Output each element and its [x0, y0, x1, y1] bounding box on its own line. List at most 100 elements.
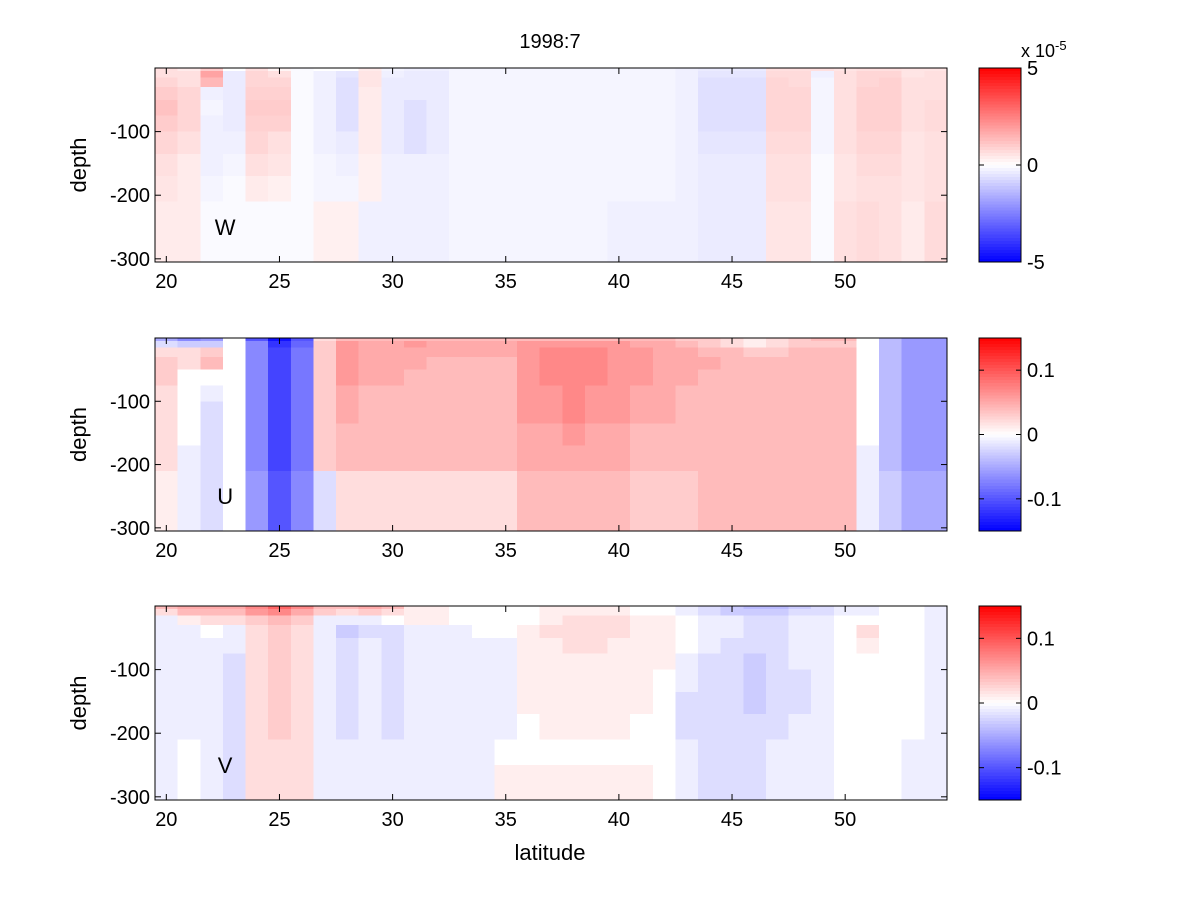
heatmap-cell	[471, 87, 496, 101]
heatmap-cell	[245, 637, 269, 655]
heatmap-cell	[788, 176, 812, 203]
colorbar-step	[979, 515, 1021, 520]
colorbar-step	[979, 92, 1021, 96]
heatmap-cell	[200, 669, 224, 693]
heatmap-cell	[675, 347, 699, 358]
heatmap-cell	[494, 765, 518, 801]
heatmap-cell	[788, 71, 812, 79]
heatmap-cell	[765, 669, 790, 693]
heatmap-cell	[471, 714, 496, 741]
heatmap-cell	[901, 445, 925, 472]
heatmap-cell	[177, 338, 201, 342]
heatmap-cell	[901, 356, 925, 371]
heatmap-cell	[539, 338, 563, 342]
colorbar-step	[979, 347, 1021, 351]
heatmap-cell	[200, 496, 224, 532]
colorbar-step	[979, 663, 1021, 668]
heatmap-cell	[268, 77, 292, 88]
heatmap-cell	[630, 606, 654, 610]
heatmap-cell	[765, 71, 790, 79]
colorbar-step	[979, 754, 1021, 759]
heatmap-cell	[788, 669, 812, 693]
heatmap-cell	[426, 739, 450, 766]
heatmap-cell	[268, 347, 292, 358]
x-tick-label: 35	[495, 809, 517, 831]
heatmap-cell	[743, 445, 767, 472]
heatmap-cell	[358, 653, 382, 671]
heatmap-cell	[584, 739, 609, 766]
heatmap-cell	[788, 87, 812, 101]
heatmap-cell	[879, 71, 903, 79]
heatmap-cell	[403, 385, 428, 402]
heatmap-cell	[811, 423, 835, 447]
x-tick-label: 20	[155, 271, 177, 293]
colorbar-step	[979, 455, 1021, 460]
heatmap-cell	[200, 99, 224, 117]
heatmap-cell	[675, 338, 699, 342]
heatmap-cell	[449, 201, 473, 228]
heatmap-cell	[245, 338, 269, 342]
colorbar-step	[979, 482, 1021, 487]
heatmap-cell	[426, 99, 450, 117]
heatmap-cell	[811, 609, 835, 617]
heatmap-cell	[833, 341, 858, 349]
heatmap-cell	[155, 625, 179, 639]
heatmap-cell	[743, 765, 767, 801]
heatmap-cell	[403, 625, 428, 639]
heatmap-cell	[403, 341, 428, 349]
colorbar-step	[979, 470, 1021, 475]
heatmap-cell	[449, 369, 473, 387]
y-tick-label: -200	[110, 185, 150, 207]
colorbar-step	[979, 621, 1021, 625]
heatmap-cell	[290, 445, 314, 472]
colorbar-step	[979, 706, 1021, 710]
panel-label: U	[217, 484, 233, 509]
heatmap-cell	[290, 347, 314, 358]
heatmap-cell	[879, 201, 903, 228]
heatmap-cell	[630, 341, 654, 349]
heatmap-cell	[743, 606, 767, 610]
heatmap-cell	[698, 606, 722, 610]
colorbar-step	[979, 428, 1021, 433]
heatmap-cell	[698, 131, 722, 155]
heatmap-cell	[765, 401, 790, 425]
heatmap-cell	[200, 77, 224, 88]
heatmap-cell	[562, 87, 586, 101]
heatmap-cell	[924, 401, 948, 425]
colorbar-step	[979, 506, 1021, 511]
heatmap-cell	[720, 653, 744, 671]
heatmap-cell	[222, 131, 247, 155]
heatmap-cell	[539, 445, 563, 472]
heatmap-cell	[879, 77, 903, 88]
colorbar-step	[979, 757, 1021, 762]
heatmap-cell	[833, 669, 858, 693]
heatmap-cell	[200, 115, 224, 133]
colorbar-step	[979, 446, 1021, 451]
heatmap-cell	[358, 739, 382, 766]
heatmap-cell	[811, 131, 835, 155]
heatmap-cell	[743, 369, 767, 387]
figure-title: 1998:7	[519, 31, 580, 53]
heatmap-cell	[562, 615, 586, 626]
heatmap-cell	[381, 131, 405, 155]
heatmap-cell	[698, 669, 722, 693]
heatmap-cell	[788, 385, 812, 402]
colorbar-exponent: x 10-5	[1021, 38, 1067, 61]
colorbar-step	[979, 793, 1021, 798]
heatmap-cell	[403, 68, 428, 72]
heatmap-cell	[675, 77, 699, 88]
axes-frame	[154, 605, 948, 801]
heatmap-cell	[743, 423, 767, 447]
heatmap-cell	[584, 131, 609, 155]
heatmap-cell	[788, 347, 812, 358]
heatmap-cell	[517, 606, 541, 610]
colorbar-step	[979, 721, 1021, 725]
heatmap-cell	[245, 369, 269, 387]
heatmap-cell	[720, 625, 744, 639]
heatmap-cell	[177, 341, 201, 349]
heatmap-cell	[358, 691, 382, 715]
heatmap-cell	[698, 739, 722, 766]
panel-label: W	[215, 215, 236, 240]
heatmap-cell	[222, 445, 247, 472]
heatmap-cell	[630, 401, 654, 425]
